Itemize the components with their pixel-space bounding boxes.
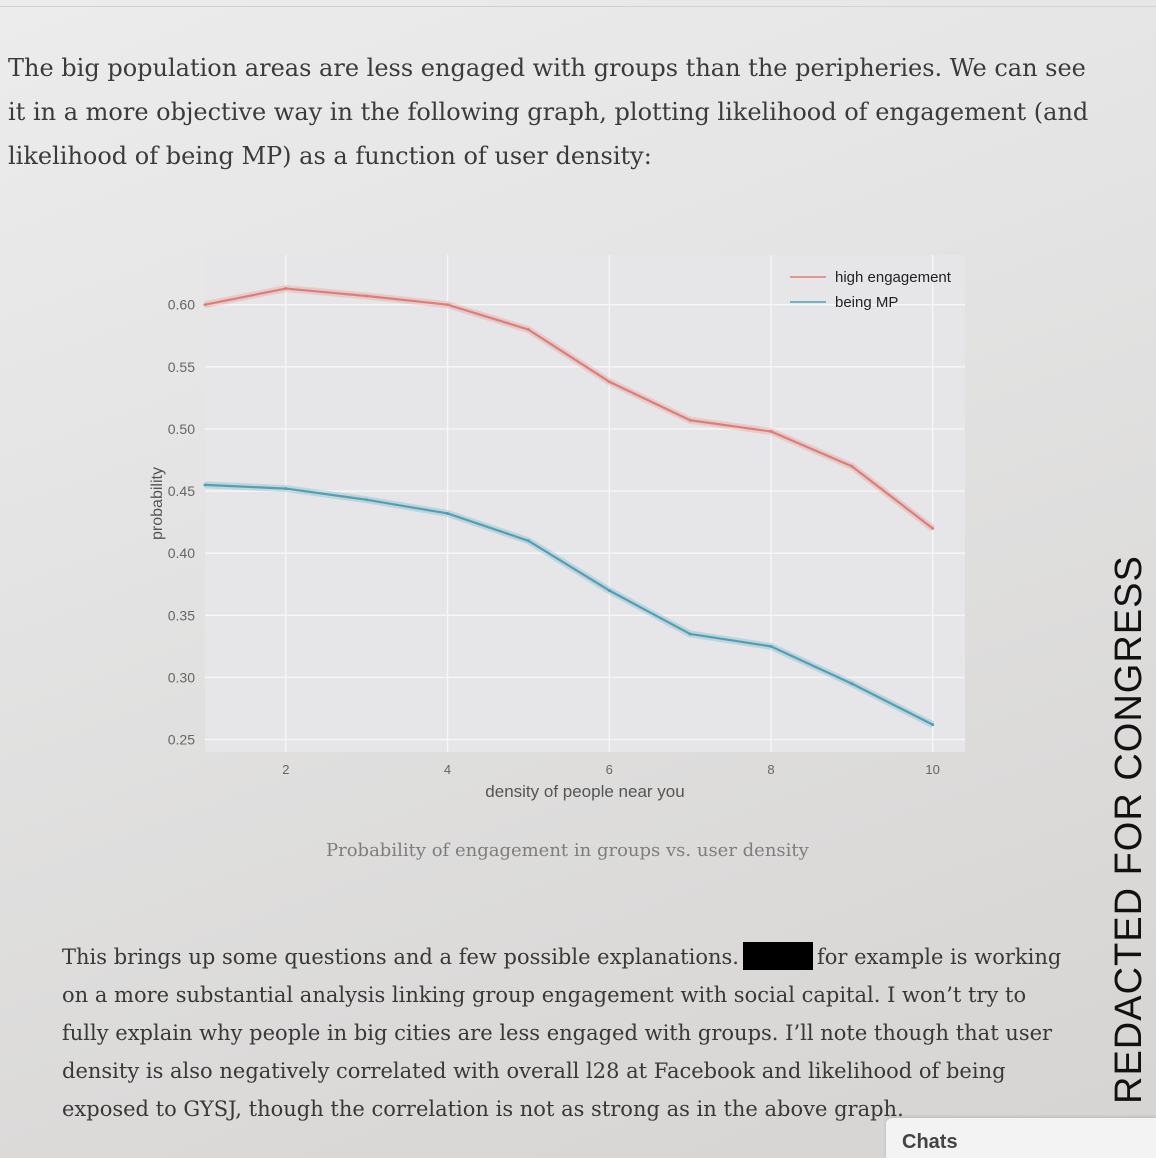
figure-caption: Probability of engagement in groups vs. … (326, 840, 809, 861)
series-line (204, 483, 934, 726)
y-tick-label: 0.45 (168, 483, 195, 499)
series-line (204, 287, 934, 530)
data-point (850, 682, 854, 686)
chats-tab[interactable]: Chats (886, 1118, 1156, 1158)
x-tick-label: 2 (282, 762, 289, 777)
y-tick-label: 0.55 (168, 359, 195, 375)
x-tick-label: 6 (606, 762, 613, 777)
data-point (284, 487, 288, 491)
data-point (931, 526, 935, 530)
body-paragraph: This brings up some questions and a few … (62, 938, 1062, 1128)
plot-area (205, 255, 965, 752)
top-divider (0, 6, 1156, 7)
y-axis-label: probability (149, 467, 166, 540)
data-point (688, 418, 692, 422)
data-point (365, 294, 369, 298)
y-tick-label: 0.60 (168, 297, 195, 313)
redaction-box (742, 942, 813, 970)
y-tick-label: 0.40 (168, 545, 195, 561)
data-point (203, 303, 207, 307)
body-text-part-1: This brings up some questions and a few … (62, 945, 739, 969)
intro-paragraph: The big population areas are less engage… (8, 54, 1089, 170)
data-point (688, 632, 692, 636)
y-tick-label: 0.50 (168, 421, 195, 437)
data-point (769, 644, 773, 648)
data-point (526, 328, 530, 332)
x-axis-label: density of people near you (485, 782, 684, 801)
y-tick-label: 0.35 (168, 607, 195, 623)
y-tick-label: 0.25 (168, 732, 195, 748)
y-tick-label: 0.30 (168, 669, 195, 685)
x-tick-label: 4 (444, 762, 451, 777)
x-tick-label: 8 (767, 762, 774, 777)
data-point (526, 539, 530, 543)
body-text-part-2: for example is working on a more substan… (62, 945, 1062, 1121)
data-point (446, 303, 450, 307)
data-point (203, 483, 207, 487)
data-point (850, 464, 854, 468)
chart-container: 2 4 6 8 10 0.25 0.30 0.35 0.40 0.45 0.50 0.55 0.60 de… (120, 240, 980, 824)
data-point (769, 429, 773, 433)
data-point (607, 380, 611, 384)
legend-label: being MP (835, 294, 898, 311)
data-point (365, 498, 369, 502)
legend-label: high engagement (835, 269, 952, 286)
data-point (284, 287, 288, 291)
redaction-banner: REDACTED FOR CONGRESS (1108, 555, 1150, 1104)
data-point (446, 511, 450, 515)
line-chart: 2 4 6 8 10 0.25 0.30 0.35 0.40 0.45 0.50 0.55 0.60 de… (149, 255, 965, 801)
data-point (607, 588, 611, 592)
data-point (931, 723, 935, 727)
chats-label: Chats (902, 1131, 958, 1153)
x-tick-label: 10 (925, 762, 939, 777)
